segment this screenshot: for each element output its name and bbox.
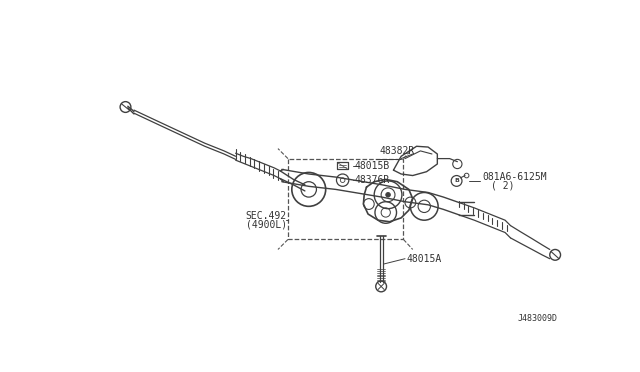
Text: 081A6-6125M: 081A6-6125M	[482, 172, 547, 182]
Text: 48376R: 48376R	[354, 175, 389, 185]
Text: J483009D: J483009D	[518, 314, 557, 323]
Text: 48382R: 48382R	[380, 146, 415, 156]
Text: SEC.492: SEC.492	[246, 211, 287, 221]
Text: (4900L): (4900L)	[246, 220, 287, 230]
Text: B: B	[454, 179, 459, 183]
Text: 48015A: 48015A	[406, 254, 442, 264]
Text: ( 2): ( 2)	[492, 180, 515, 190]
Text: 48015B: 48015B	[354, 161, 389, 170]
Circle shape	[386, 192, 390, 197]
